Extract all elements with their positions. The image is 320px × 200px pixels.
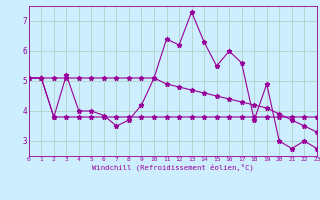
X-axis label: Windchill (Refroidissement éolien,°C): Windchill (Refroidissement éolien,°C) — [92, 164, 254, 171]
